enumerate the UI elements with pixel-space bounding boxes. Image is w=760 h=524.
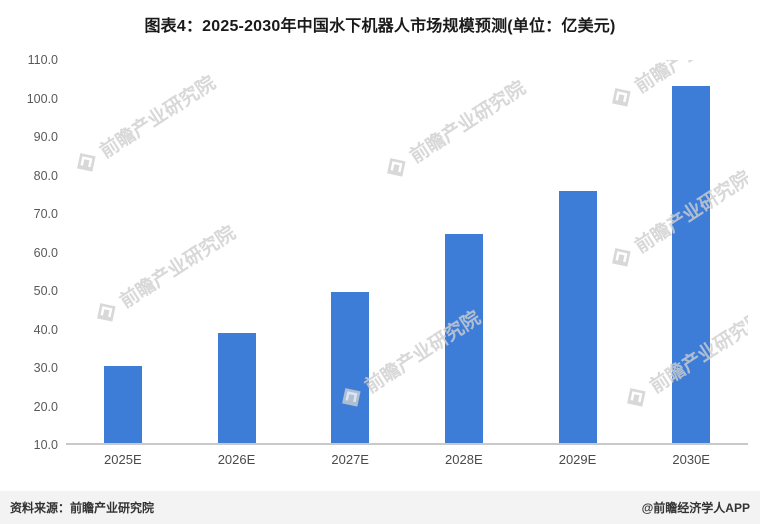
- y-axis-label: 10.0: [33, 438, 58, 452]
- y-axis-label: 30.0: [33, 361, 58, 375]
- x-axis-label: 2026E: [217, 452, 256, 467]
- y-axis-label: 50.0: [33, 284, 58, 298]
- bar-column: [407, 60, 521, 443]
- bars-group: [66, 60, 748, 443]
- bar-column: [293, 60, 407, 443]
- chart-title: 图表4：2025-2030年中国水下机器人市场规模预测(单位：亿美元): [144, 18, 616, 35]
- bar-2028E: [444, 234, 483, 443]
- y-axis: 110.0 100.0 90.0 80.0 70.0 60.0 50.0 40.0 30.0 20…: [0, 53, 58, 452]
- bar-2030E: [672, 86, 711, 443]
- y-axis-label: 110.0: [27, 53, 58, 67]
- bar-2025E: [103, 366, 142, 443]
- y-axis-label: 70.0: [33, 207, 58, 221]
- bar-column: [521, 60, 635, 443]
- bar-2027E: [331, 291, 370, 443]
- footer: 资料来源：前瞻产业研究院 @前瞻经济学人APP: [0, 491, 760, 524]
- credit-text: @前瞻经济学人APP: [641, 501, 750, 515]
- y-axis-label: 90.0: [33, 130, 58, 144]
- y-axis-label: 20.0: [33, 399, 58, 414]
- bar-column: [66, 60, 180, 443]
- x-axis-label: 2025E: [104, 452, 142, 467]
- y-axis-label: 100.0: [26, 91, 58, 106]
- x-axis: 2025E 2026E 2027E 2028E 2029E 2030E: [66, 452, 748, 467]
- y-axis-label: 40.0: [33, 322, 58, 337]
- x-axis-label: 2027E: [331, 452, 369, 467]
- x-axis-label: 2029E: [558, 452, 597, 467]
- x-axis-label: 2028E: [445, 452, 483, 467]
- x-axis-label: 2030E: [672, 452, 710, 467]
- bar-column: [180, 60, 294, 443]
- source-text: 资料来源：前瞻产业研究院: [10, 501, 155, 515]
- y-axis-label: 60.0: [33, 245, 58, 260]
- plot-area: 前瞻产业研究院 前瞻产业研究院 前瞻产业研究院 前瞻产业研究院 前瞻产业研究院 前瞻产业研…: [66, 60, 748, 445]
- bar-2029E: [558, 191, 597, 443]
- bar-column: [634, 60, 748, 443]
- y-axis-label: 80.0: [33, 168, 58, 183]
- bar-2026E: [217, 332, 256, 443]
